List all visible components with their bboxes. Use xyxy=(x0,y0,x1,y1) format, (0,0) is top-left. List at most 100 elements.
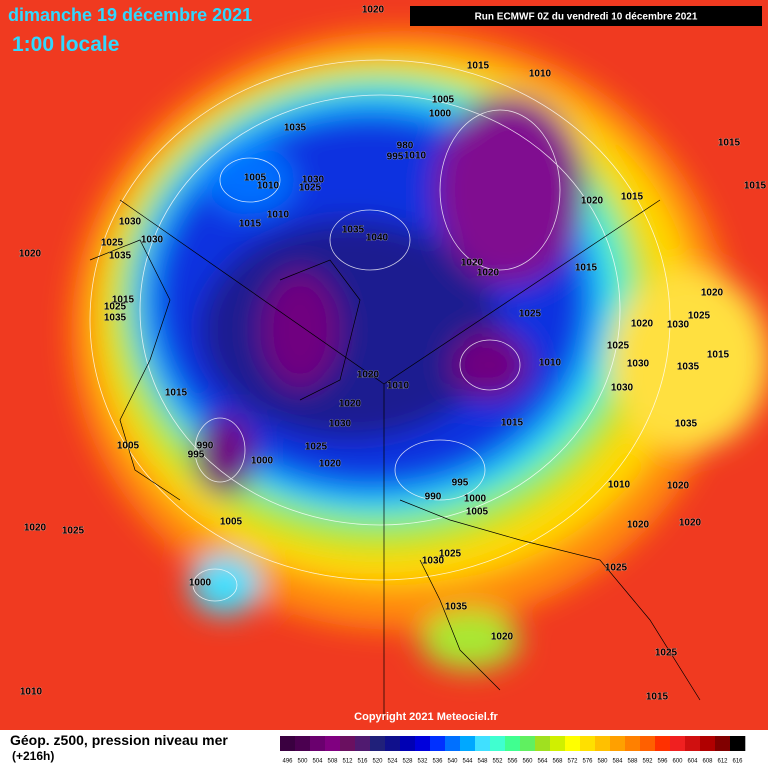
legend-tick-label: 592 xyxy=(642,759,653,765)
legend-tick-label: 532 xyxy=(417,759,428,765)
isobar-label: 1020 xyxy=(627,520,650,531)
isobar-label: 1035 xyxy=(675,419,698,430)
isobar-label: 1025 xyxy=(519,309,542,320)
isobar-label: 995 xyxy=(387,152,404,163)
isobar-label: 1020 xyxy=(631,319,654,330)
isobar-label: 1020 xyxy=(491,632,514,643)
isobar-label: 990 xyxy=(197,441,214,452)
isobar-label: 1015 xyxy=(621,192,644,203)
legend-tick-label: 604 xyxy=(687,759,698,765)
isobar-label: 1035 xyxy=(104,313,127,324)
legend-tick-label: 560 xyxy=(522,759,533,765)
isobar-label: 1015 xyxy=(707,350,730,361)
legend-tick-label: 548 xyxy=(477,759,488,765)
legend-tick-label: 512 xyxy=(342,759,353,765)
isobar-label: 1010 xyxy=(267,210,290,221)
isobar-label: 1030 xyxy=(141,235,164,246)
isobar-label: 1025 xyxy=(688,311,711,322)
isobar-label: 1015 xyxy=(501,418,524,429)
legend-swatch xyxy=(655,736,671,751)
isobar-label: 1025 xyxy=(62,526,85,537)
isobar-label: 1035 xyxy=(342,225,365,236)
isobar-label: 1025 xyxy=(605,563,628,574)
legend-swatch xyxy=(730,736,746,751)
legend-swatch xyxy=(640,736,656,751)
isobar-label: 1025 xyxy=(439,549,462,560)
isobar-label: 1005 xyxy=(432,95,455,106)
isobar-label: 1010 xyxy=(608,480,631,491)
legend-tick-label: 524 xyxy=(387,759,398,765)
isobar-label: 1015 xyxy=(744,181,767,192)
legend-tick-label: 504 xyxy=(312,759,323,765)
legend-tick-label: 556 xyxy=(507,759,518,765)
legend-swatch xyxy=(415,736,431,751)
legend-swatch xyxy=(370,736,386,751)
legend-tick-label: 520 xyxy=(372,759,383,765)
isobar-label: 1015 xyxy=(239,219,262,230)
legend-tick-label: 596 xyxy=(657,759,668,765)
contours xyxy=(89,59,671,602)
time: 1:00 locale xyxy=(12,33,119,56)
field xyxy=(70,30,768,670)
legend-swatch xyxy=(580,736,596,751)
legend-swatch xyxy=(310,736,326,751)
isobar-label: 1020 xyxy=(701,288,724,299)
isobar-label: 1010 xyxy=(404,151,427,162)
legend-swatch xyxy=(355,736,371,751)
legend-tick-label: 564 xyxy=(537,759,548,765)
legend-swatch xyxy=(340,736,356,751)
legend-swatch xyxy=(700,736,716,751)
isobar-label: 1015 xyxy=(112,295,135,306)
legend-swatch xyxy=(430,736,446,751)
isobar-label: 1035 xyxy=(677,362,700,373)
legend-swatch xyxy=(520,736,536,751)
legend-swatch xyxy=(295,736,311,751)
isobar-label: 1000 xyxy=(429,109,452,120)
isobar-label: 1020 xyxy=(362,5,385,16)
legend-swatch xyxy=(535,736,551,751)
isobar-label: 995 xyxy=(452,478,469,489)
legend-tick-label: 508 xyxy=(327,759,338,765)
legend-tick-label: 500 xyxy=(297,759,308,765)
isobar-label: 1010 xyxy=(539,358,562,369)
isobar-label: 1020 xyxy=(357,370,380,381)
isobar-label: 1000 xyxy=(189,578,212,589)
isobar-label: 1025 xyxy=(101,238,124,249)
legend-tick-label: 568 xyxy=(552,759,563,765)
legend-tick-label: 576 xyxy=(582,759,593,765)
legend-swatch xyxy=(475,736,491,751)
isobar-label: 1005 xyxy=(466,507,489,518)
coastlines xyxy=(89,199,701,720)
isobar-label: 980 xyxy=(397,141,414,152)
legend-swatch xyxy=(685,736,701,751)
legend: 496 500 504 508 512 516 520 524 528 532 536 540 544 5… xyxy=(280,736,746,765)
footer-lead: (+216h) xyxy=(12,749,54,763)
legend-swatch xyxy=(385,736,401,751)
legend-tick-label: 496 xyxy=(282,759,293,765)
legend-swatch xyxy=(400,736,416,751)
legend-swatch xyxy=(715,736,731,751)
legend-tick-label: 536 xyxy=(432,759,443,765)
date: dimanche 19 décembre 2021 xyxy=(8,5,252,25)
legend-tick-label: 616 xyxy=(732,759,743,765)
isobar-label: 1010 xyxy=(257,181,280,192)
legend-tick-label: 516 xyxy=(357,759,368,765)
isobar-label: 1015 xyxy=(718,138,741,149)
legend-swatch xyxy=(280,736,296,751)
legend-tick-label: 528 xyxy=(402,759,413,765)
isobar-label: 1015 xyxy=(467,61,490,72)
legend-swatch xyxy=(565,736,581,751)
legend-swatch xyxy=(670,736,686,751)
footer-title: Géop. z500, pression niveau mer xyxy=(10,732,228,748)
isobar-label: 995 xyxy=(188,450,205,461)
isobar-label: 1025 xyxy=(299,183,322,194)
isobar-label: 1025 xyxy=(607,341,630,352)
isobar-label: 1000 xyxy=(251,456,274,467)
run-label: Run ECMWF 0Z du vendredi 10 décembre 202… xyxy=(475,12,698,23)
isobar-label: 1030 xyxy=(329,419,352,430)
isobar-label: 1020 xyxy=(461,258,484,269)
isobar-label: 1025 xyxy=(655,648,678,659)
legend-swatch xyxy=(460,736,476,751)
isobar-label: 1020 xyxy=(339,399,362,410)
isobar-label: 1040 xyxy=(366,233,389,244)
